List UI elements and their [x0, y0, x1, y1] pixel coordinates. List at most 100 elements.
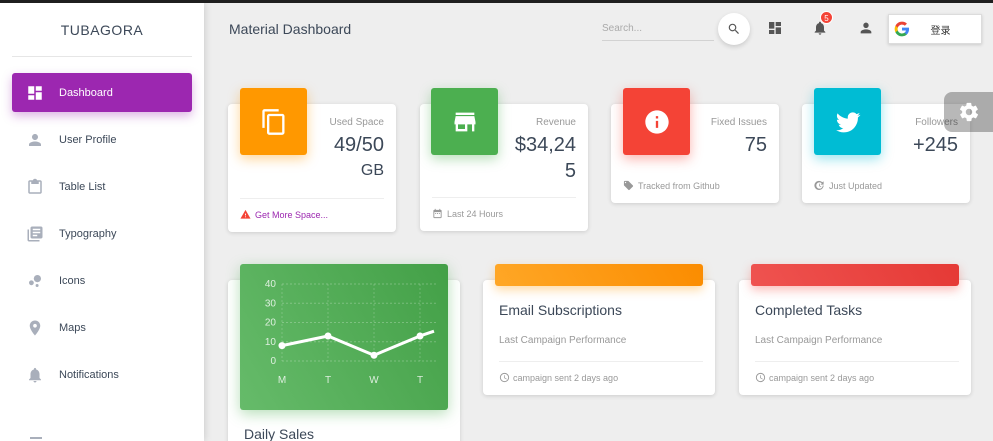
stat-category: Used Space [329, 117, 384, 128]
stat-value: 49/50 GB [334, 132, 384, 184]
chart-subtitle: Last Campaign Performance [755, 335, 883, 346]
sidebar-next-item-icon [30, 437, 42, 441]
y-tick-label: 0 [270, 356, 276, 367]
completed-tasks-card: Completed Tasks Last Campaign Performanc… [739, 280, 971, 395]
stat-icon-box [431, 88, 498, 155]
sidebar-item-label: Typography [59, 227, 117, 240]
sidebar-item-notifications[interactable]: Notifications [12, 355, 192, 394]
sidebar-item-label: Notifications [59, 368, 119, 381]
x-tick-label: T [417, 375, 423, 386]
bell-icon [814, 21, 826, 35]
stat-value: +245 [913, 132, 958, 158]
stat-value-line: $34,24 [514, 134, 576, 156]
dashboard-icon [26, 84, 44, 102]
twitter-icon [835, 111, 860, 132]
y-tick-label: 40 [265, 279, 277, 290]
chart-footer-text: campaign sent 2 days ago [769, 372, 875, 383]
y-tick-label: 30 [265, 298, 277, 309]
location-icon [26, 319, 44, 337]
chart-footer-text: campaign sent 2 days ago [513, 372, 619, 383]
x-tick-label: W [369, 375, 379, 386]
sidebar-item-label: Maps [59, 321, 86, 334]
data-point [370, 351, 378, 359]
clock-icon [499, 372, 510, 383]
chart-subtitle: Last Campaign Performance [499, 335, 627, 346]
brand-logo-text[interactable]: TUBAGORA [12, 3, 192, 57]
completed-tasks-chart-panel [751, 264, 959, 286]
search-input[interactable] [602, 17, 714, 41]
stat-category: Followers [915, 117, 958, 128]
data-point [416, 332, 424, 340]
bubble-chart-icon [26, 272, 44, 290]
sidebar-item-label: Icons [59, 274, 86, 287]
sidebar-item-table-list[interactable]: Table List [12, 167, 192, 206]
dashboard-view-button[interactable] [766, 19, 784, 37]
stat-value-line: 49/50 [333, 134, 384, 156]
sidebar-item-typography[interactable]: Typography [12, 214, 192, 253]
stat-footer: Tracked from Github [623, 170, 767, 191]
sidebar-item-label: Table List [59, 180, 106, 193]
warning-icon [240, 209, 251, 219]
user-account-button[interactable] [857, 19, 875, 37]
series-line [281, 329, 435, 357]
clipboard-icon [26, 178, 44, 196]
stat-value-line: +245 [912, 134, 958, 156]
bell-icon [26, 366, 44, 384]
tag-icon [623, 180, 634, 191]
search-icon [728, 23, 739, 34]
store-icon [454, 112, 475, 131]
stat-icon-box [623, 88, 690, 155]
sidebar-item-label: User Profile [59, 133, 117, 146]
stat-footer-text: Last 24 Hours [447, 208, 504, 219]
stat-footer: Last 24 Hours [432, 197, 576, 219]
y-tick-label: 10 [265, 337, 277, 348]
stat-category: Revenue [535, 117, 576, 128]
sidebar-item-maps[interactable]: Maps [12, 308, 192, 347]
window-top-border [0, 0, 993, 3]
stat-value: $34,24 5 [515, 132, 576, 184]
chart-footer: campaign sent 2 days ago [499, 361, 703, 383]
stat-footer-text: Just Updated [829, 180, 883, 191]
clock-icon [755, 372, 766, 383]
daily-sales-chart-panel: 0 10 20 30 40 M T W T [240, 264, 448, 410]
chart-title: Daily Sales [244, 426, 315, 441]
data-point [324, 332, 332, 340]
page-title: Material Dashboard [229, 21, 352, 37]
sidebar-item-icons[interactable]: Icons [12, 261, 192, 300]
chart-title: Completed Tasks [755, 302, 863, 318]
notification-count-badge: 5 [820, 11, 833, 24]
data-point [278, 342, 286, 350]
search-button[interactable] [718, 13, 750, 45]
chart-footer: campaign sent 2 days ago [755, 361, 959, 383]
sidebar-item-user-profile[interactable]: User Profile [12, 120, 192, 159]
x-tick-label: M [278, 375, 286, 386]
stat-footer: Just Updated [814, 170, 958, 191]
stat-icon-box [240, 88, 307, 155]
sidebar-item-label: Dashboard [59, 86, 113, 99]
stat-category: Fixed Issues [710, 117, 767, 128]
date-range-icon [433, 208, 442, 219]
info-icon [644, 109, 669, 134]
login-label: 登录 [930, 25, 951, 37]
stat-value: 75 [745, 132, 767, 158]
y-tick-label: 20 [265, 318, 277, 329]
sidebar: TUBAGORA Dashboard User Profile Table Li… [0, 3, 204, 441]
person-icon [860, 22, 872, 34]
dashboard-icon [769, 22, 781, 34]
chart-title: Email Subscriptions [499, 302, 622, 318]
stat-value-unit: GB [360, 162, 384, 179]
fixed-settings-button[interactable] [944, 92, 993, 132]
stat-value-line: 5 [564, 160, 576, 182]
notifications-button[interactable] [811, 19, 829, 37]
gear-icon [959, 102, 978, 122]
sidebar-item-dashboard[interactable]: Dashboard [12, 73, 192, 112]
x-tick-label: T [325, 375, 331, 386]
stat-value-line: 75 [744, 134, 767, 156]
stat-footer: Get More Space... [240, 198, 384, 220]
daily-sales-line-chart: 0 10 20 30 40 M T W T [265, 279, 436, 386]
person-icon [26, 131, 44, 149]
get-more-space-link[interactable]: Get More Space... [255, 209, 329, 220]
copy-icon [261, 108, 284, 135]
email-subscriptions-chart-panel [495, 264, 703, 286]
google-login-button[interactable]: 登录 [888, 14, 982, 44]
